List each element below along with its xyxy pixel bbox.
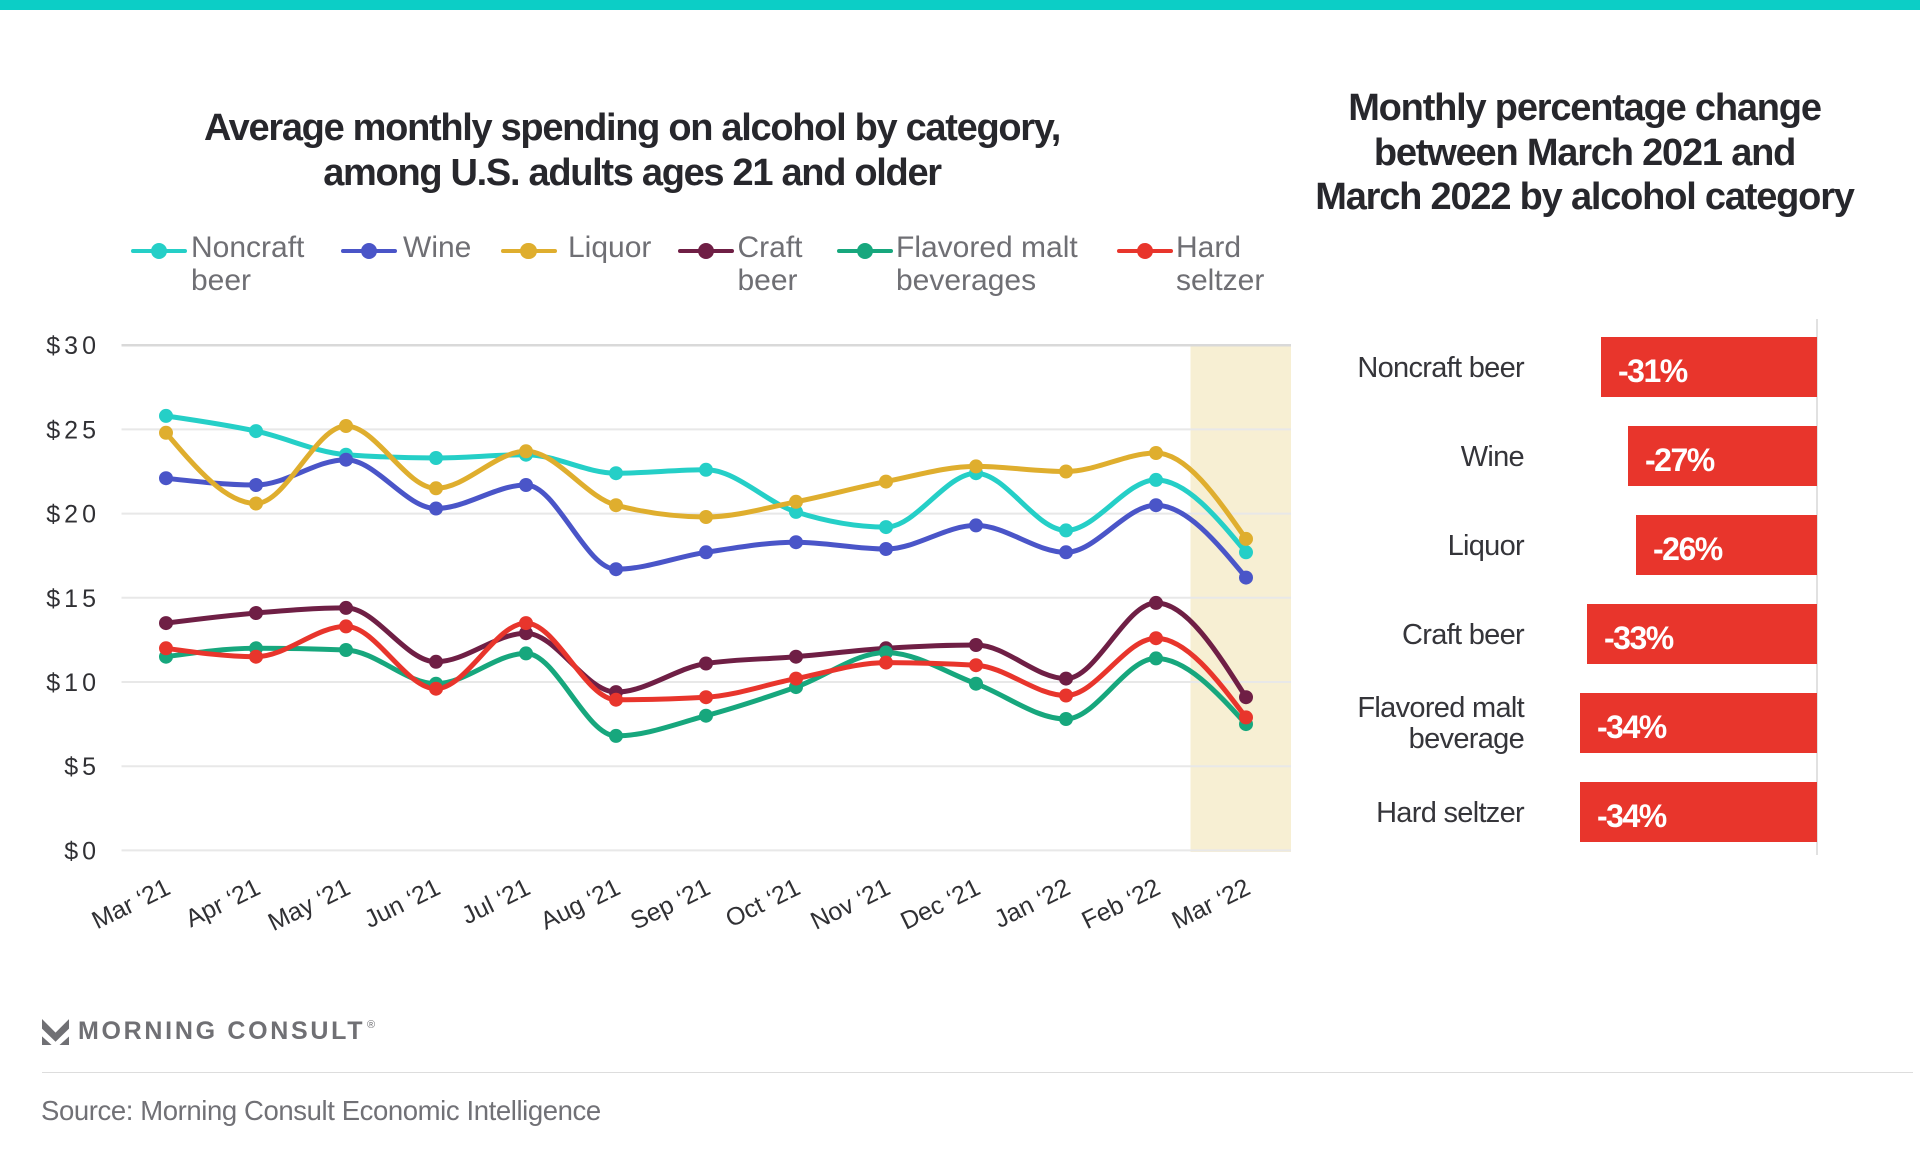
svg-text:Aug ‘21: Aug ‘21 — [536, 873, 624, 935]
svg-text:May ‘21: May ‘21 — [264, 873, 355, 937]
svg-text:Mar ‘22: Mar ‘22 — [1167, 873, 1254, 935]
svg-text:Feb ‘22: Feb ‘22 — [1077, 873, 1164, 935]
svg-text:$30: $30 — [46, 332, 100, 360]
svg-text:Nov ‘21: Nov ‘21 — [806, 873, 894, 935]
svg-text:Sep ‘21: Sep ‘21 — [626, 873, 714, 935]
svg-text:$20: $20 — [46, 501, 100, 529]
svg-text:Dec ‘21: Dec ‘21 — [896, 873, 984, 935]
svg-text:$0: $0 — [64, 837, 100, 865]
svg-text:Oct ‘21: Oct ‘21 — [721, 873, 804, 933]
svg-text:Apr ‘21: Apr ‘21 — [181, 873, 264, 933]
svg-text:$10: $10 — [46, 669, 100, 697]
svg-text:$15: $15 — [46, 585, 100, 613]
svg-text:Jul ‘21: Jul ‘21 — [457, 873, 534, 930]
svg-text:$5: $5 — [64, 753, 100, 781]
svg-text:$25: $25 — [46, 416, 100, 444]
svg-text:Mar ‘21: Mar ‘21 — [87, 873, 174, 935]
svg-text:Jun ‘21: Jun ‘21 — [360, 873, 445, 934]
svg-text:Jan ‘22: Jan ‘22 — [990, 873, 1075, 934]
